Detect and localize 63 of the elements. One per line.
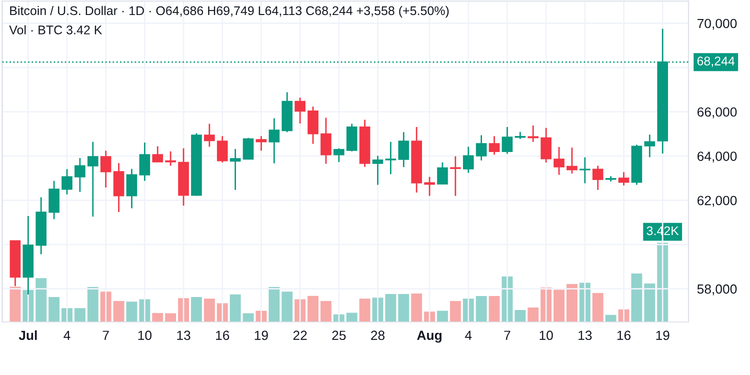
- x-tick-label: Jul: [18, 330, 37, 340]
- candlestick: [320, 117, 332, 164]
- y-tick-label: 66,000: [698, 107, 737, 118]
- x-tick-label: 13: [578, 330, 592, 340]
- candlestick: [87, 141, 98, 218]
- candlestick: [74, 157, 86, 193]
- candlestick: [580, 156, 590, 184]
- candlestick: [385, 141, 396, 175]
- candlestick: [540, 127, 552, 164]
- x-tick-label: 10: [138, 330, 152, 340]
- y-tick-label: 62,000: [698, 196, 737, 207]
- x-tick-label: 4: [465, 330, 472, 340]
- candlestick: [528, 124, 539, 143]
- candlestick: [294, 96, 306, 124]
- candlestick: [554, 146, 564, 176]
- candlestick: [462, 146, 474, 174]
- candlestick: [242, 137, 254, 160]
- candlestick: [372, 155, 384, 186]
- candlestick: [139, 142, 150, 182]
- x-tick-label: 28: [371, 330, 385, 340]
- x-tick-label: 7: [102, 330, 109, 340]
- x-tick-label: 16: [617, 330, 631, 340]
- chart-title: Bitcoin / U.S. Dollar · 1D · O64,686 H69,749 L64,113 C68,244 +3,558 (+5.50%): [10, 6, 449, 18]
- x-tick-label: 16: [216, 330, 230, 340]
- candlestick: [308, 106, 318, 145]
- candlestick: [204, 123, 215, 148]
- candlestick: [502, 126, 513, 155]
- candlestick: [450, 156, 461, 197]
- x-tick-label: 19: [254, 330, 268, 340]
- candlestick: [618, 171, 630, 186]
- y-tick-label: 70,000: [698, 18, 737, 30]
- candlestick: [644, 134, 656, 158]
- candlestick: [268, 117, 280, 164]
- x-tick-label: 22: [293, 330, 307, 340]
- candlestick: [398, 131, 410, 168]
- candlestick: [100, 150, 112, 188]
- candlestick: [346, 123, 358, 152]
- candlestick: [48, 180, 60, 220]
- candlestick: [62, 168, 72, 196]
- candlestick: [165, 150, 176, 166]
- ref-line-label: 68,244: [697, 56, 735, 67]
- x-tick-label: 4: [64, 330, 70, 340]
- text: Vol · BTC 3.42 K: [9, 25, 102, 34]
- candlestick: [126, 168, 138, 209]
- candlestick: [437, 162, 448, 185]
- candlestick: [488, 135, 500, 156]
- candlestick: [216, 135, 228, 164]
- candlestick: [333, 148, 344, 163]
- y-tick-label: 64,000: [698, 152, 737, 162]
- candlestick: [256, 135, 267, 152]
- x-tick-label: 7: [504, 330, 510, 340]
- x-tick-label: Aug: [417, 330, 442, 343]
- x-tick-label: 19: [656, 330, 670, 340]
- candlestick: [152, 146, 164, 162]
- candlestick: [592, 165, 604, 191]
- x-tick-label: 25: [332, 330, 346, 340]
- candlestick: [230, 148, 241, 191]
- candlestick: [113, 162, 124, 213]
- x-tick-label: 10: [540, 330, 553, 340]
- candlestick: [476, 134, 487, 162]
- y-tick-label: 58,000: [697, 284, 737, 296]
- candlestick: [566, 146, 578, 174]
- x-tick-label: 13: [177, 330, 190, 340]
